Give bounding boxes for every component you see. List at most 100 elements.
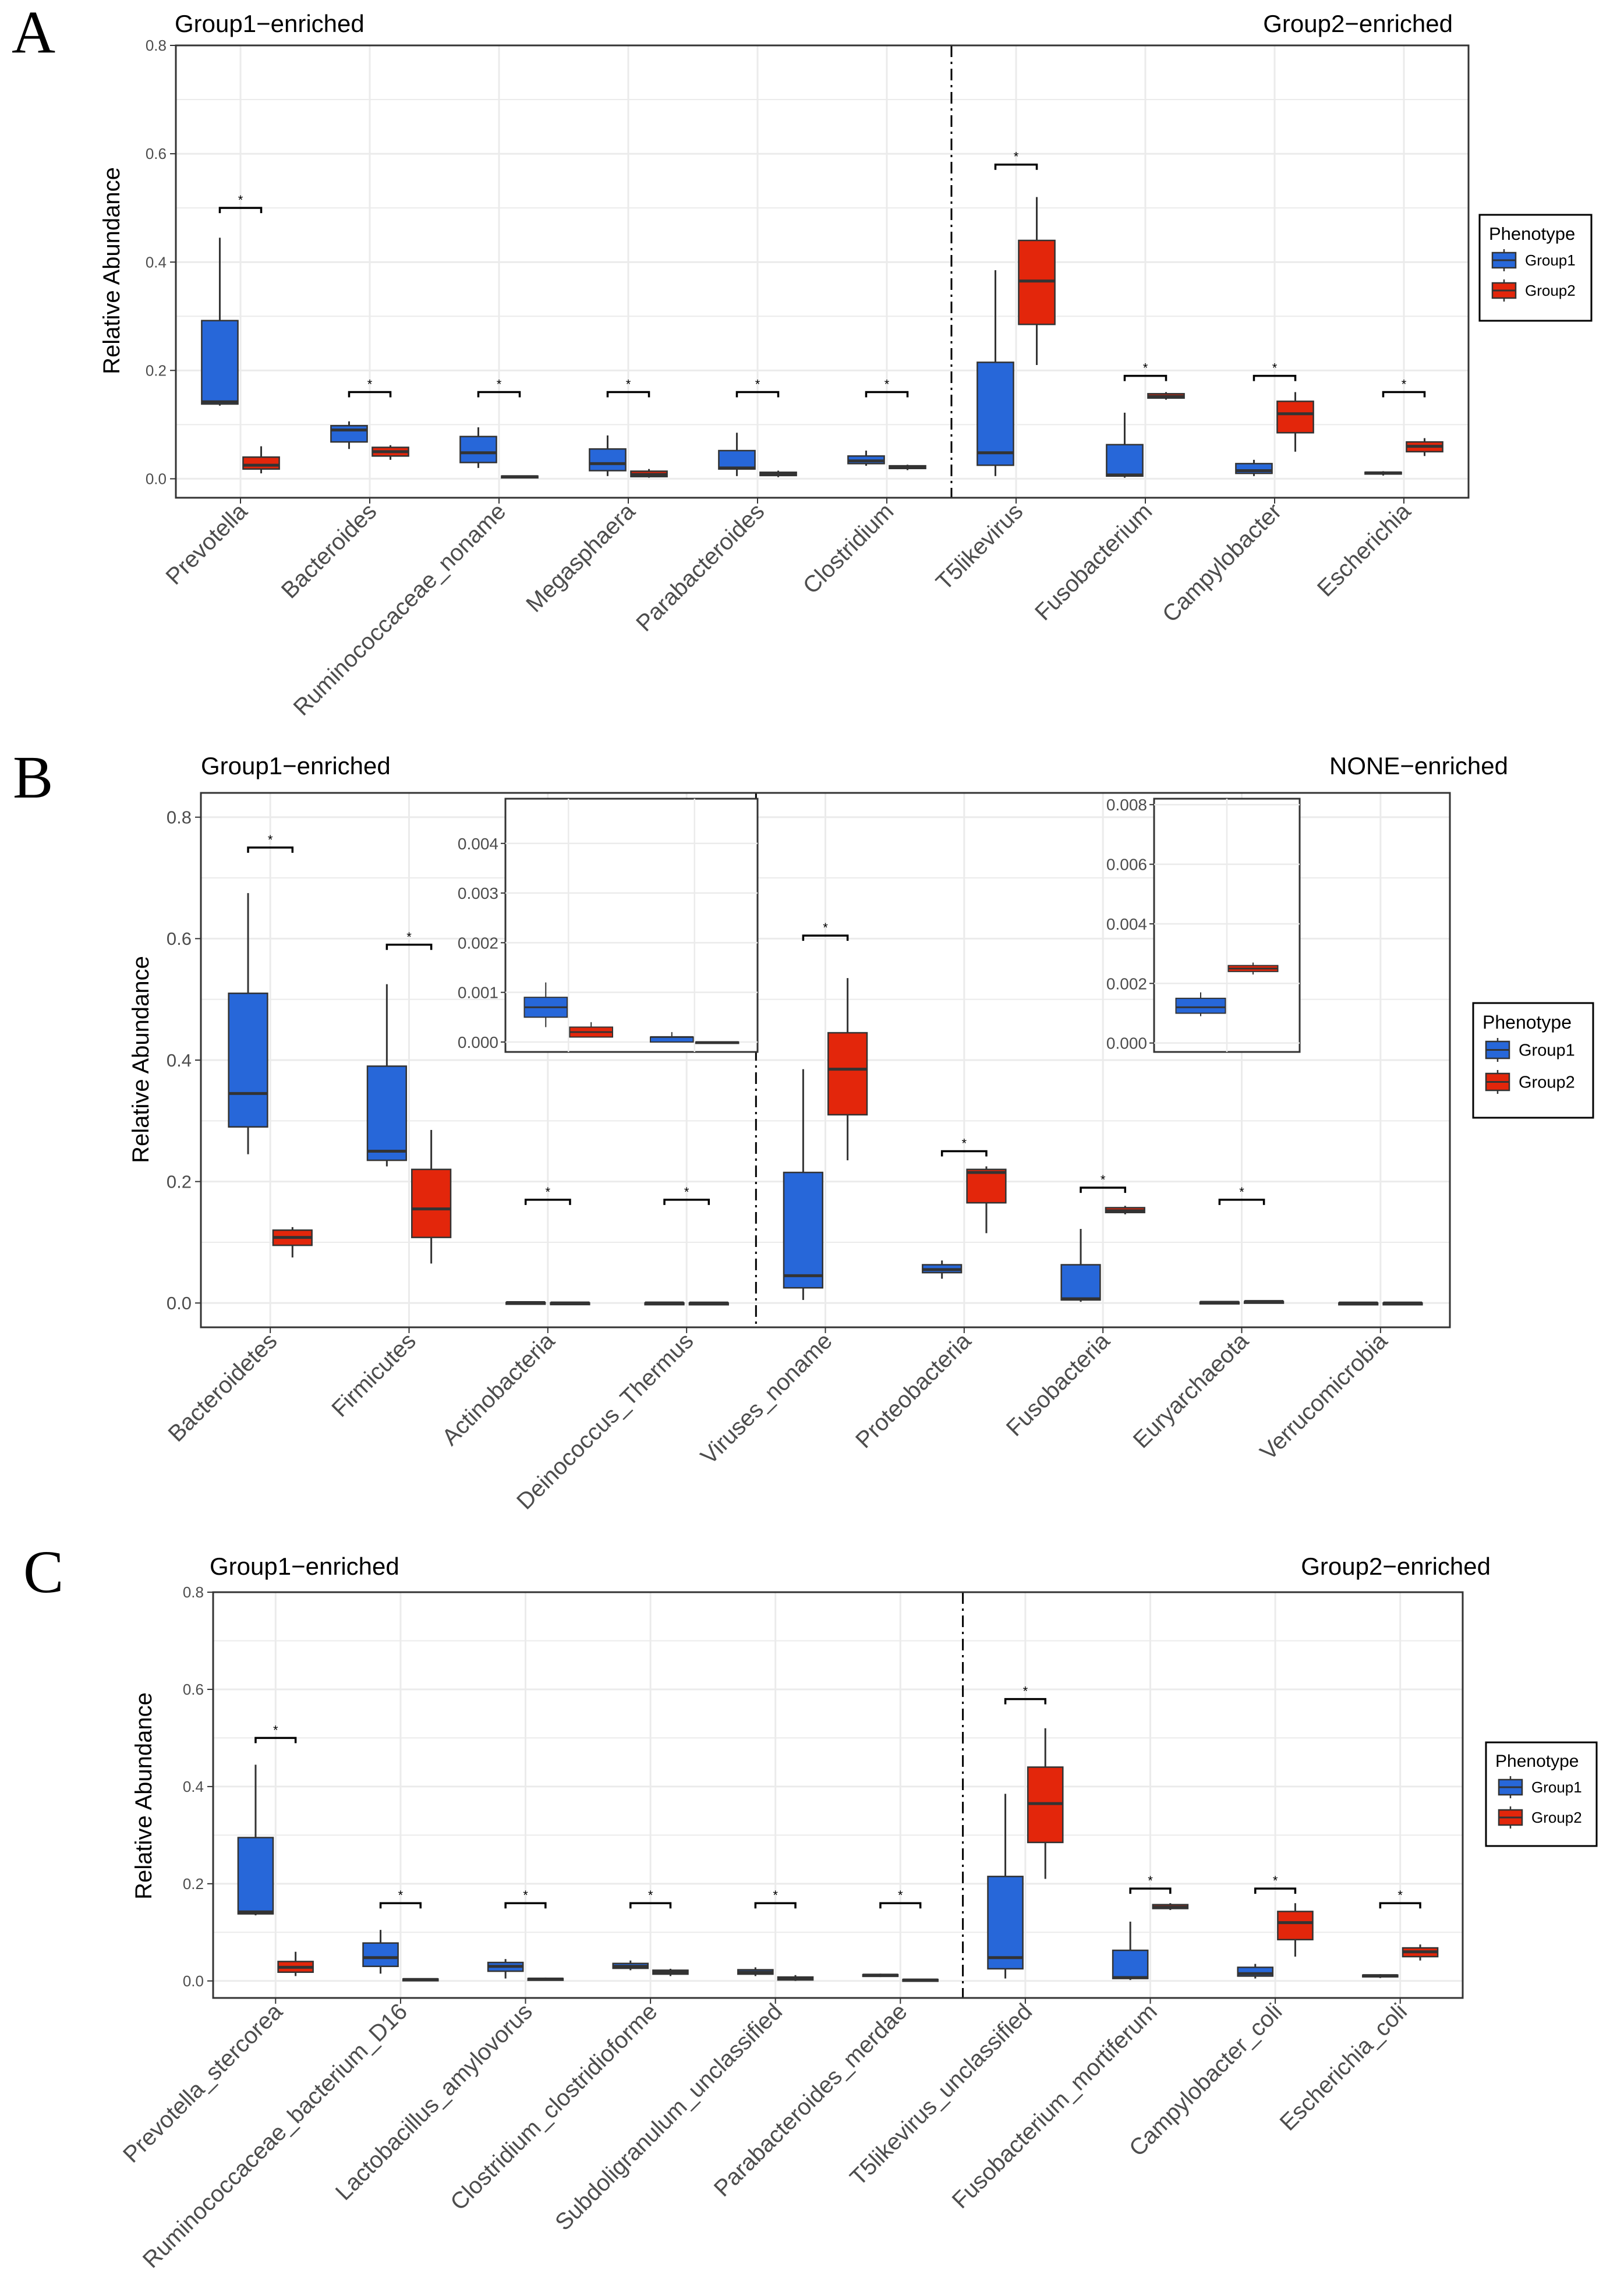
significance-star: * bbox=[1402, 377, 1407, 392]
inset-y-tick-label: 0.008 bbox=[1106, 796, 1147, 814]
group1-box bbox=[228, 993, 268, 1128]
y-tick-label: 0.8 bbox=[183, 1583, 204, 1601]
legend-label-group2: Group2 bbox=[1519, 1073, 1575, 1092]
significance-star: * bbox=[648, 1888, 653, 1902]
x-tick-label: T5likevirus bbox=[931, 498, 1028, 595]
significance-bracket bbox=[1252, 374, 1297, 381]
right-group-title: Group2−enriched bbox=[1301, 1553, 1491, 1580]
panel-c: C Group1−enriched Group2−enriched 0.0 0.2 0.4… bbox=[23, 1539, 1598, 2273]
significance-star: * bbox=[773, 1888, 778, 1902]
group1-box bbox=[330, 424, 368, 443]
x-tick-label: Escherichia_coli bbox=[1275, 1999, 1412, 2135]
y-axis-label: Relative Abundance bbox=[128, 956, 154, 1163]
x-tick-label: Subdoligranulum_unclassified bbox=[550, 1999, 787, 2235]
x-tick-label: Escherichia bbox=[1312, 498, 1416, 602]
group1-inset-box bbox=[1175, 997, 1226, 1014]
y-tick-label: 0.4 bbox=[167, 1050, 192, 1071]
significance-star: * bbox=[1148, 1873, 1153, 1888]
inset-y-tick-label: 0.004 bbox=[458, 835, 498, 853]
right-group-title: Group2−enriched bbox=[1263, 10, 1453, 37]
group1-box bbox=[589, 448, 627, 472]
significance-star: * bbox=[755, 377, 760, 392]
inset-plot: 0.000 0.002 0.004 0.006 0.008 bbox=[1106, 796, 1301, 1053]
significance-bracket bbox=[1004, 1698, 1046, 1705]
significance-bracket bbox=[1123, 374, 1167, 381]
significance-star: * bbox=[1014, 150, 1019, 164]
y-tick-label: 0.6 bbox=[167, 929, 192, 949]
significance-bracket bbox=[735, 391, 780, 398]
group2-box bbox=[1277, 1911, 1314, 1941]
significance-star: * bbox=[273, 1723, 278, 1737]
inset-y-tick-label: 0.006 bbox=[1106, 856, 1147, 874]
significance-star: * bbox=[367, 377, 373, 392]
significance-bracket bbox=[1218, 1199, 1265, 1205]
legend-box bbox=[1472, 1002, 1594, 1119]
significance-bracket bbox=[1254, 1887, 1297, 1894]
x-tick-label: Fusobacterium_mortiferum bbox=[947, 1999, 1162, 2213]
y-tick-label: 0.8 bbox=[146, 37, 167, 54]
inset-y-tick-label: 0.001 bbox=[458, 984, 498, 1002]
significance-bracket bbox=[1379, 1902, 1421, 1909]
legend-label-group2: Group2 bbox=[1525, 282, 1576, 299]
plot-border bbox=[212, 1591, 1464, 1999]
group1-box bbox=[201, 320, 239, 405]
y-axis-label: Relative Abundance bbox=[99, 167, 125, 374]
y-tick-label: 0.4 bbox=[183, 1778, 204, 1795]
group2-box bbox=[966, 1168, 1007, 1204]
legend-title: Phenotype bbox=[1489, 224, 1575, 244]
group2-box bbox=[411, 1168, 452, 1238]
x-tick-label: Proteobacteria bbox=[851, 1328, 976, 1454]
significance-bracket bbox=[385, 944, 433, 950]
x-tick-label: Megasphaera bbox=[521, 498, 641, 618]
legend-label-group1: Group1 bbox=[1525, 251, 1576, 269]
group1-box bbox=[362, 1942, 399, 1967]
y-tick-label: 0.6 bbox=[183, 1681, 204, 1698]
significance-bracket bbox=[629, 1902, 672, 1909]
group1-box bbox=[237, 1837, 274, 1915]
legend-box bbox=[1485, 1741, 1598, 1847]
significance-star: * bbox=[823, 920, 828, 935]
x-tick-label: Clostridium bbox=[798, 498, 899, 599]
y-tick-label: 0.8 bbox=[167, 807, 192, 828]
y-tick-label: 0.6 bbox=[146, 145, 167, 162]
inset-y-tick-label: 0.004 bbox=[1106, 915, 1147, 933]
significance-star: * bbox=[884, 377, 890, 392]
x-tick-label: Viruses_noname bbox=[696, 1328, 837, 1469]
legend-label-group1: Group1 bbox=[1531, 1778, 1582, 1796]
group2-box bbox=[827, 1032, 868, 1116]
significance-bracket bbox=[1382, 391, 1426, 398]
significance-bracket bbox=[247, 846, 294, 853]
inset-y-tick-label: 0.000 bbox=[1106, 1034, 1147, 1053]
significance-bracket bbox=[379, 1902, 422, 1909]
x-tick-label: Actinobacteria bbox=[437, 1328, 560, 1451]
legend-label-group1: Group1 bbox=[1519, 1041, 1575, 1060]
x-tick-label: Verrucomicrobia bbox=[1255, 1328, 1393, 1465]
y-tick-label: 0.2 bbox=[146, 362, 167, 379]
significance-star: * bbox=[1143, 361, 1148, 375]
group1-box bbox=[1112, 1949, 1149, 1979]
significance-bracket bbox=[254, 1737, 297, 1744]
group1-box bbox=[987, 1876, 1024, 1970]
panel-a: A Group1−enriched Group2−enriched 0.0 0.2 0.4… bbox=[12, 0, 1593, 721]
group1-box bbox=[1106, 444, 1144, 477]
x-tick-label: Clostridium_clostridioforme bbox=[445, 1999, 662, 2215]
significance-star: * bbox=[1273, 1873, 1278, 1888]
y-tick-label: 0.0 bbox=[183, 1972, 204, 1990]
inset-plot: 0.000 0.001 0.002 0.003 0.004 bbox=[458, 798, 759, 1053]
significance-star: * bbox=[1023, 1684, 1028, 1699]
significance-star: * bbox=[268, 832, 273, 847]
significance-bracket bbox=[802, 934, 849, 941]
x-tick-label: Firmicutes bbox=[327, 1328, 421, 1422]
significance-bracket bbox=[1129, 1887, 1172, 1894]
significance-star: * bbox=[684, 1185, 689, 1199]
significance-star: * bbox=[406, 930, 412, 944]
significance-bracket bbox=[1080, 1186, 1127, 1193]
legend-label-group2: Group2 bbox=[1531, 1809, 1582, 1826]
panel-letter: B bbox=[13, 744, 53, 811]
significance-bracket bbox=[504, 1902, 547, 1909]
significance-star: * bbox=[398, 1888, 404, 1902]
x-tick-label: Euryarchaeota bbox=[1128, 1328, 1254, 1454]
significance-bracket bbox=[754, 1902, 797, 1909]
y-tick-label: 0.2 bbox=[167, 1171, 192, 1192]
